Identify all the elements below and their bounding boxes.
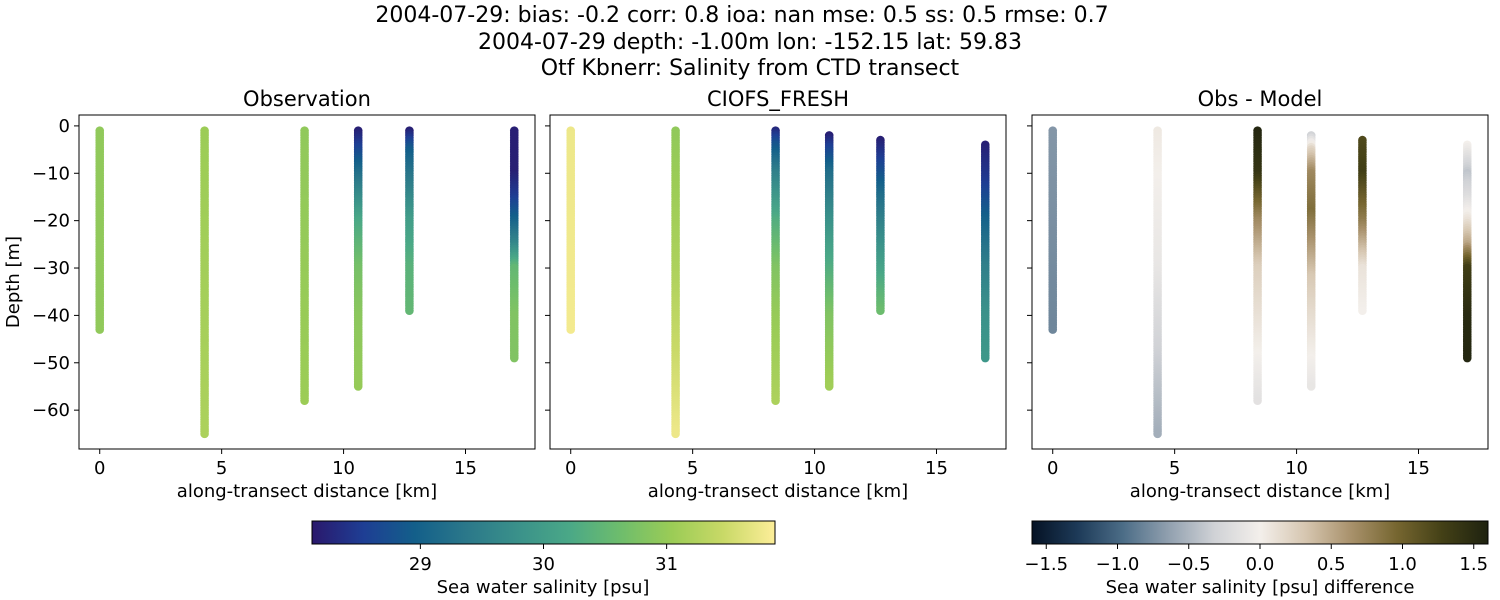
x-tick-label: 5 xyxy=(1169,458,1180,479)
difference-profile-0 xyxy=(1048,126,1058,334)
data-point xyxy=(353,382,363,391)
x-tick-label: 10 xyxy=(803,458,826,479)
y-tick-label: 0 xyxy=(59,116,70,137)
difference-colorbar-tick-label: 0.5 xyxy=(1317,554,1346,575)
model-points xyxy=(566,126,990,439)
model-profile-2 xyxy=(771,126,780,405)
difference-panel: 0 5 10 15 Obs - Model along-transect distance… xyxy=(1027,87,1489,502)
x-tick-label: 5 xyxy=(687,458,698,479)
y-tick-label: −50 xyxy=(32,353,70,374)
data-point xyxy=(1358,306,1367,315)
observation-profile-2 xyxy=(300,126,309,405)
x-tick-label: 15 xyxy=(925,458,948,479)
model-profile-1 xyxy=(671,126,680,439)
x-tick-label: 0 xyxy=(565,458,576,479)
y-tick-label: −40 xyxy=(32,305,70,326)
data-point xyxy=(671,429,680,439)
model-profile-0 xyxy=(566,126,576,334)
data-point xyxy=(509,353,519,363)
difference-profile-4 xyxy=(1358,135,1367,315)
model-profile-5 xyxy=(980,140,990,363)
observation-profile-1 xyxy=(200,126,209,439)
data-point xyxy=(405,306,414,315)
salinity-colorbar-tick-label: 31 xyxy=(655,554,678,575)
panels: 0 5 10 15 0 −10 −20 −30 −40 −50 −60 Observation alon… xyxy=(3,87,1489,502)
x-tick-label: 0 xyxy=(1047,458,1058,479)
salinity-colorbar-tick-label: 30 xyxy=(532,554,555,575)
difference-x-axis-label: along-transect distance [km] xyxy=(1130,481,1390,502)
data-point xyxy=(771,396,780,405)
x-tick-label: 10 xyxy=(1285,458,1308,479)
model-profile-3 xyxy=(824,131,834,391)
model-panel-title: CIOFS_FRESH xyxy=(707,87,849,112)
observation-panel: 0 5 10 15 0 −10 −20 −30 −40 −50 −60 Observation alon… xyxy=(3,87,536,502)
data-point xyxy=(95,325,105,334)
difference-colorbar-gradient xyxy=(1032,521,1488,544)
data-point xyxy=(980,353,990,363)
difference-colorbar-tick-label: 1.5 xyxy=(1459,554,1488,575)
figure-title-line-2: 2004-07-29 depth: -1.00m lon: -152.15 la… xyxy=(478,30,1022,55)
observation-x-axis-label: along-transect distance [km] xyxy=(177,481,437,502)
salinity-colorbar-label: Sea water salinity [psu] xyxy=(437,577,650,598)
data-point xyxy=(566,325,576,334)
difference-axes-frame xyxy=(1031,114,1489,450)
y-tick-label: −60 xyxy=(32,400,70,421)
data-point xyxy=(1048,325,1058,334)
model-profile-4 xyxy=(876,135,885,315)
difference-points xyxy=(1048,126,1472,439)
figure-title-line-1: 2004-07-29: bias: -0.2 corr: 0.8 ioa: na… xyxy=(375,3,1108,28)
observation-profile-5 xyxy=(509,126,519,363)
model-x-axis-label: along-transect distance [km] xyxy=(648,481,908,502)
difference-colorbar-tick-label: −0.5 xyxy=(1167,554,1211,575)
y-tick-label: −20 xyxy=(32,211,70,232)
data-point xyxy=(876,306,885,315)
difference-colorbar-tick-label: 0.0 xyxy=(1246,554,1275,575)
difference-colorbar-label: Sea water salinity [psu] difference xyxy=(1106,577,1415,598)
observation-axes-frame xyxy=(78,114,536,450)
data-point xyxy=(1153,429,1162,439)
observation-profile-4 xyxy=(405,126,414,315)
difference-colorbar: −1.5 −1.0 −0.5 0.0 0.5 1.0 1.5 Sea water salin… xyxy=(1024,520,1489,598)
difference-profile-5 xyxy=(1462,140,1472,363)
data-point xyxy=(1306,382,1316,391)
x-tick-label: 5 xyxy=(216,458,227,479)
y-tick-label: −30 xyxy=(32,258,70,279)
difference-profile-2 xyxy=(1253,126,1262,405)
difference-panel-title: Obs - Model xyxy=(1198,87,1323,111)
salinity-colorbar-gradient xyxy=(312,521,775,544)
observation-points xyxy=(95,126,519,439)
difference-colorbar-tick-label: −1.0 xyxy=(1096,554,1140,575)
x-tick-label: 0 xyxy=(94,458,105,479)
y-tick-label: −10 xyxy=(32,163,70,184)
data-point xyxy=(1462,353,1472,363)
x-tick-label: 15 xyxy=(454,458,477,479)
salinity-colorbar-ticks: 29 30 31 xyxy=(409,544,678,575)
observation-panel-title: Observation xyxy=(243,87,371,111)
difference-profile-1 xyxy=(1153,126,1162,439)
data-point xyxy=(200,429,209,439)
difference-colorbar-tick-label: 1.0 xyxy=(1388,554,1417,575)
x-tick-label: 10 xyxy=(332,458,355,479)
difference-colorbar-tick-label: −1.5 xyxy=(1024,554,1068,575)
model-panel: 0 5 10 15 CIOFS_FRESH along-transect distance… xyxy=(545,87,1007,502)
data-point xyxy=(300,396,309,405)
data-point xyxy=(1253,396,1262,405)
salinity-colorbar: 29 30 31 Sea water salinity [psu] xyxy=(311,520,776,598)
figure-title-line-3: Otf Kbnerr: Salinity from CTD transect xyxy=(541,56,960,81)
x-tick-label: 15 xyxy=(1407,458,1430,479)
observation-profile-0 xyxy=(95,126,105,334)
difference-profile-3 xyxy=(1306,131,1316,391)
observation-y-axis-label: Depth [m] xyxy=(3,236,24,328)
difference-colorbar-ticks: −1.5 −1.0 −0.5 0.0 0.5 1.0 1.5 xyxy=(1024,544,1488,575)
data-point xyxy=(824,382,834,391)
observation-profile-3 xyxy=(353,126,363,391)
salinity-colorbar-tick-label: 29 xyxy=(409,554,432,575)
model-axes-frame xyxy=(549,114,1007,450)
